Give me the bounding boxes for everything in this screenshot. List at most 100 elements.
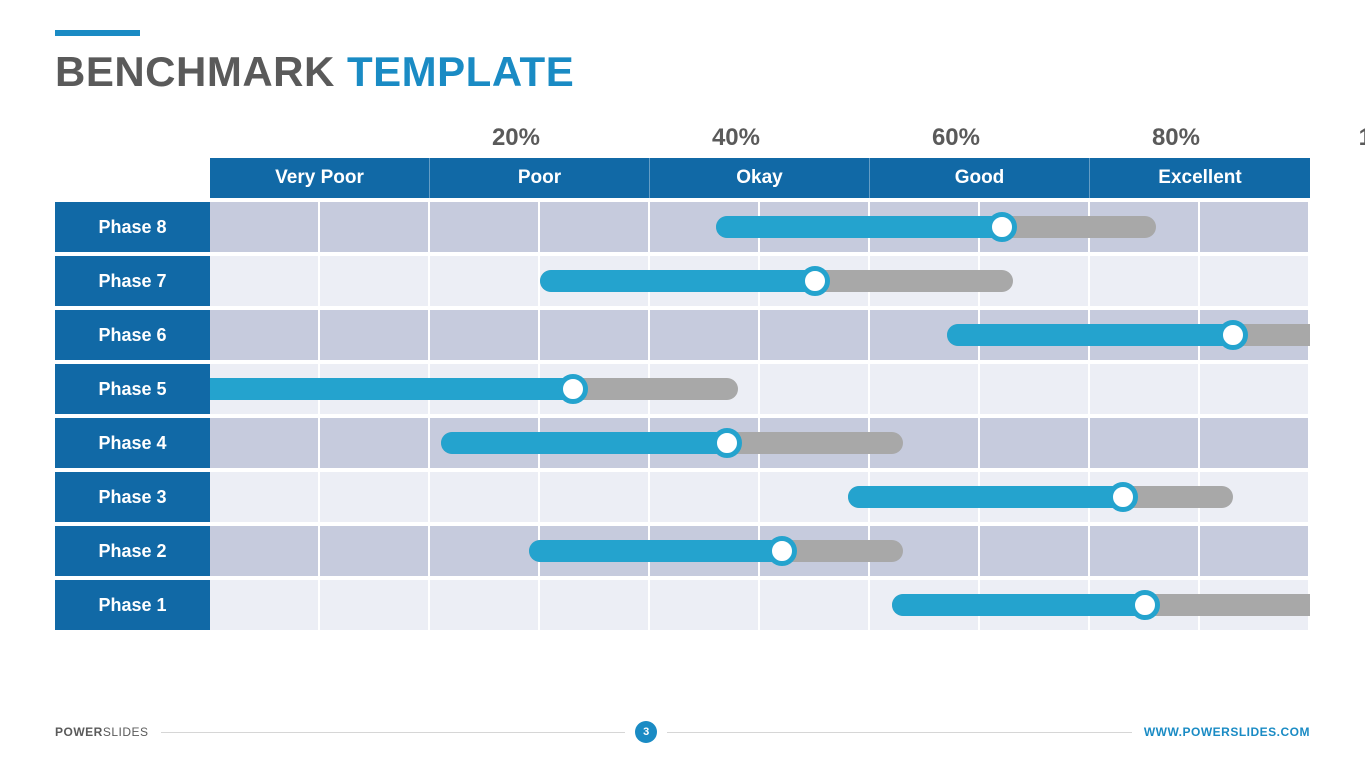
- range-bar: [210, 378, 738, 400]
- range-bar: [947, 324, 1310, 346]
- grid-cell: [650, 472, 760, 522]
- slider-knob-icon: [1108, 482, 1138, 512]
- range-bar: [540, 270, 1013, 292]
- category-header-cell: Very Poor: [210, 158, 430, 198]
- grid-cell: [1090, 526, 1200, 576]
- footer-line-right: [667, 732, 1132, 733]
- grid-cell: [980, 526, 1090, 576]
- row-label: Phase 1: [55, 580, 210, 630]
- grid-cell: [210, 202, 320, 252]
- grid-cell: [1200, 526, 1310, 576]
- grid-cell: [430, 472, 540, 522]
- grid-cell: [540, 310, 650, 360]
- table-row: Phase 8: [55, 202, 1310, 252]
- grid-cell: [320, 256, 430, 306]
- grid-cell: [650, 310, 760, 360]
- range-bar: [892, 594, 1310, 616]
- table-row: Phase 5: [55, 364, 1310, 414]
- row-label: Phase 8: [55, 202, 210, 252]
- grid-cell: [320, 472, 430, 522]
- category-header-cell: Poor: [430, 158, 650, 198]
- row-label: Phase 4: [55, 418, 210, 468]
- range-bar-fill: [540, 270, 815, 292]
- range-bar-fill: [529, 540, 782, 562]
- range-bar-fill: [210, 378, 573, 400]
- slider-knob-icon: [767, 536, 797, 566]
- grid-cell: [980, 418, 1090, 468]
- row-label: Phase 3: [55, 472, 210, 522]
- range-bar: [848, 486, 1233, 508]
- axis-tick: 20%: [320, 124, 540, 158]
- row-track: [210, 472, 1310, 522]
- grid-cell: [1090, 418, 1200, 468]
- grid-cell: [210, 310, 320, 360]
- axis-tick: 80%: [980, 124, 1200, 158]
- grid-cell: [540, 472, 650, 522]
- grid-cell: [1090, 364, 1200, 414]
- category-header-row: Very PoorPoorOkayGoodExcellent: [55, 158, 1310, 198]
- grid-cell: [430, 256, 540, 306]
- footer-brand-a: POWER: [55, 725, 103, 739]
- slider-knob-icon: [558, 374, 588, 404]
- page-title: BENCHMARK TEMPLATE: [55, 48, 1310, 96]
- grid-cell: [760, 310, 870, 360]
- category-header-cell: Good: [870, 158, 1090, 198]
- row-label: Phase 7: [55, 256, 210, 306]
- range-bar-fill: [848, 486, 1123, 508]
- grid-cell: [210, 418, 320, 468]
- grid-cell: [210, 256, 320, 306]
- grid-cell: [540, 580, 650, 630]
- grid-cell: [1090, 256, 1200, 306]
- footer-line-left: [161, 732, 626, 733]
- grid-cell: [430, 580, 540, 630]
- grid-cell: [210, 526, 320, 576]
- axis-tick: 100%: [1200, 124, 1365, 158]
- grid-cell: [320, 310, 430, 360]
- row-label: Phase 5: [55, 364, 210, 414]
- grid-cell: [650, 580, 760, 630]
- grid-cell: [320, 202, 430, 252]
- grid-cell: [320, 526, 430, 576]
- table-row: Phase 7: [55, 256, 1310, 306]
- grid-cell: [1200, 364, 1310, 414]
- title-part-1: BENCHMARK: [55, 48, 347, 95]
- grid-cell: [1200, 202, 1310, 252]
- grid-cell: [980, 364, 1090, 414]
- row-track: [210, 256, 1310, 306]
- grid-cell: [870, 364, 980, 414]
- page-number-badge: 3: [635, 721, 657, 743]
- row-label: Phase 6: [55, 310, 210, 360]
- grid-cell: [210, 580, 320, 630]
- grid-cell: [320, 418, 430, 468]
- grid-cell: [210, 472, 320, 522]
- title-accent-bar: [55, 30, 140, 36]
- footer-brand: POWERSLIDES: [55, 725, 149, 739]
- slider-knob-icon: [987, 212, 1017, 242]
- grid-cell: [1200, 256, 1310, 306]
- grid-cell: [430, 526, 540, 576]
- row-track: [210, 580, 1310, 630]
- slider-knob-icon: [712, 428, 742, 458]
- table-row: Phase 2: [55, 526, 1310, 576]
- range-bar-fill: [892, 594, 1145, 616]
- category-header-cell: Excellent: [1090, 158, 1310, 198]
- row-track: [210, 418, 1310, 468]
- axis-tick: 40%: [540, 124, 760, 158]
- grid-cell: [760, 580, 870, 630]
- table-row: Phase 6: [55, 310, 1310, 360]
- slider-knob-icon: [1218, 320, 1248, 350]
- grid-cell: [430, 310, 540, 360]
- axis-ticks-row: 20%40%60%80%100%: [55, 124, 1310, 158]
- range-bar-fill: [441, 432, 727, 454]
- slide-footer: POWERSLIDES 3 WWW.POWERSLIDES.COM: [55, 721, 1310, 743]
- slider-knob-icon: [1130, 590, 1160, 620]
- category-header-cell: Okay: [650, 158, 870, 198]
- range-bar: [529, 540, 903, 562]
- table-row: Phase 4: [55, 418, 1310, 468]
- grid-cell: [320, 580, 430, 630]
- slider-knob-icon: [800, 266, 830, 296]
- row-track: [210, 202, 1310, 252]
- header-spacer: [55, 158, 210, 198]
- table-row: Phase 1: [55, 580, 1310, 630]
- range-bar-fill: [947, 324, 1233, 346]
